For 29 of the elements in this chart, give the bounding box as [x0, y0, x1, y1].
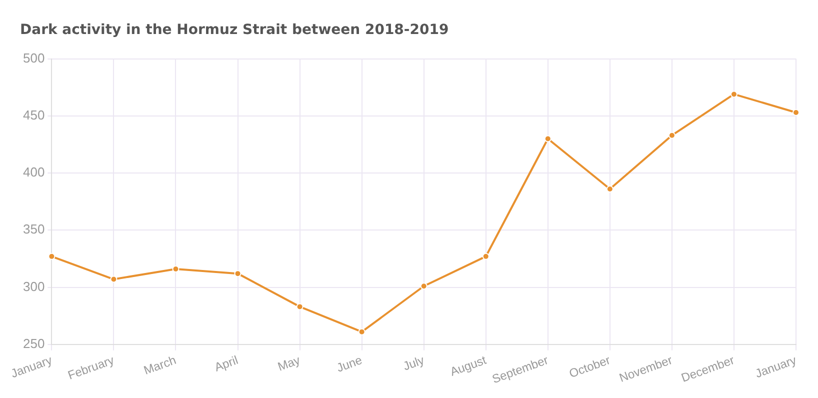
point	[110, 276, 118, 283]
x-tick-label: July	[401, 352, 426, 374]
y-tick-label: 250	[22, 336, 45, 351]
x-tick-label: October	[567, 352, 612, 381]
x-tick-label: March	[142, 352, 178, 378]
point	[668, 132, 676, 139]
point	[730, 90, 738, 98]
x-tick-label: May	[276, 352, 302, 374]
x-tick-label: June	[334, 352, 364, 375]
point	[172, 265, 180, 272]
chart-title: Dark activity in the Hormuz Strait between 2018-2019	[20, 22, 449, 38]
y-tick-label: 400	[22, 164, 45, 180]
point	[234, 270, 242, 278]
point	[482, 252, 490, 260]
y-tick-label: 300	[22, 278, 45, 294]
point	[792, 108, 800, 116]
y-tick-label: 350	[22, 222, 45, 237]
point	[48, 252, 56, 260]
x-tick-label: January	[8, 352, 54, 381]
x-tick-label: January	[753, 352, 798, 381]
y-tick-label: 500	[22, 50, 45, 66]
x-tick-label: April	[212, 352, 240, 374]
x-tick-label: August	[448, 352, 489, 379]
y-tick-label: 450	[22, 107, 45, 122]
point	[296, 303, 304, 310]
point	[420, 282, 428, 290]
point	[606, 186, 614, 193]
point	[358, 328, 366, 336]
point	[544, 135, 552, 142]
